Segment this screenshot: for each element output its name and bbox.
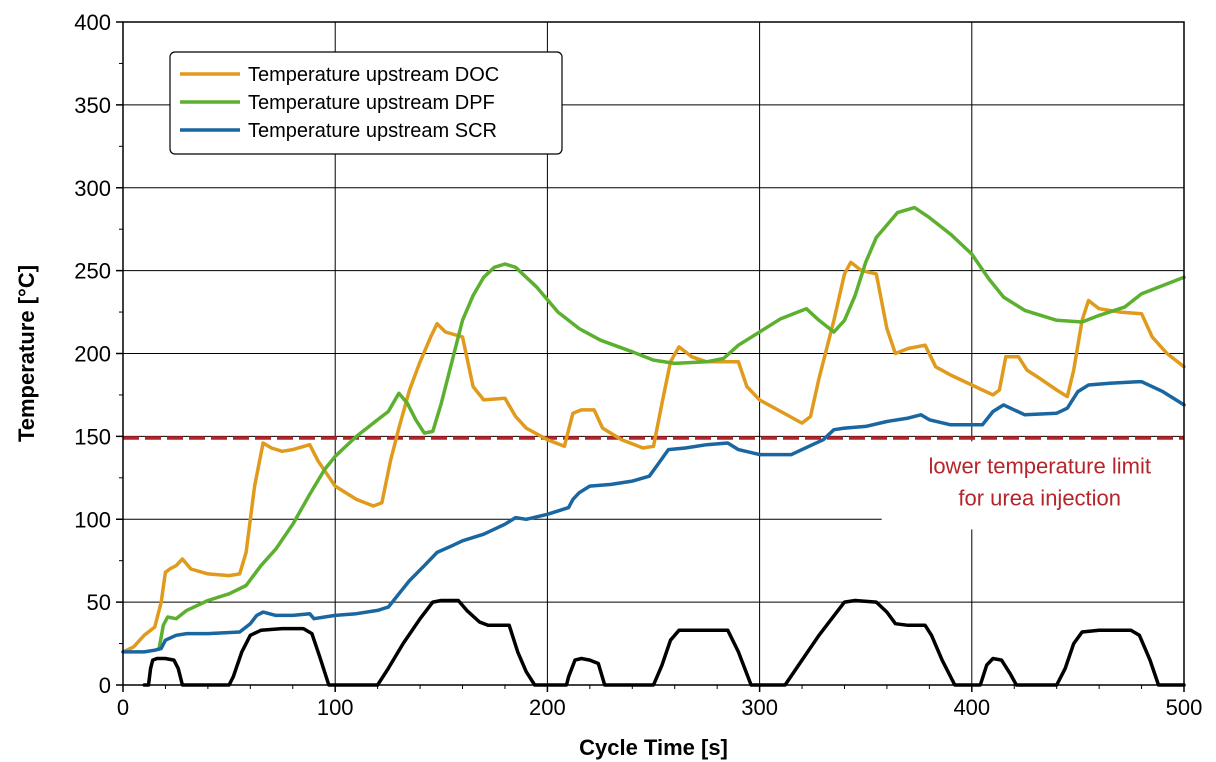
legend-box — [169, 51, 563, 155]
x-tick-label: 200 — [529, 695, 566, 720]
legend-label: Temperature upstream SCR — [248, 120, 497, 142]
annotation-text: lower temperature limit — [928, 453, 1151, 478]
legend-label: Temperature upstream DOC — [248, 64, 499, 86]
y-tick-label: 300 — [74, 176, 111, 201]
y-ticks: 0 50 100 150 200 250 300 350 400 — [74, 10, 123, 698]
x-tick-label: 500 — [1166, 695, 1203, 720]
annotation-background-layer — [881, 441, 1198, 530]
annotation-layer: lower temperature limit for urea injectio… — [928, 453, 1151, 510]
y-tick-label: 350 — [74, 93, 111, 118]
y-tick-label: 150 — [74, 424, 111, 449]
series-line-temperature-upstream-dpf — [157, 205, 1186, 651]
x-tick-label: 0 — [117, 695, 129, 720]
x-tick-label: 400 — [953, 695, 990, 720]
series-layer — [121, 205, 1186, 687]
series-line-temperature-upstream-scr — [121, 379, 1186, 654]
annotation-text: for urea injection — [958, 485, 1121, 510]
y-tick-label: 50 — [87, 590, 111, 615]
y-tick-label: 100 — [74, 507, 111, 532]
series-line-temperature-upstream-doc — [121, 260, 1186, 654]
y-tick-label: 400 — [74, 10, 111, 35]
series-line-speed-trace — [142, 598, 1186, 687]
x-ticks: 0 100 200 300 400 500 — [117, 685, 1202, 720]
y-tick-label: 0 — [99, 673, 111, 698]
y-axis-title: Temperature [°C] — [14, 265, 39, 442]
y-tick-label: 200 — [74, 342, 111, 367]
x-axis-title: Cycle Time [s] — [579, 735, 728, 760]
x-tick-label: 100 — [317, 695, 354, 720]
legend: Temperature upstream DOC Temperature upst… — [169, 51, 563, 155]
legend-label: Temperature upstream DPF — [248, 92, 495, 114]
y-tick-label: 250 — [74, 259, 111, 284]
annotation-background — [881, 441, 1198, 530]
x-tick-label: 300 — [741, 695, 778, 720]
